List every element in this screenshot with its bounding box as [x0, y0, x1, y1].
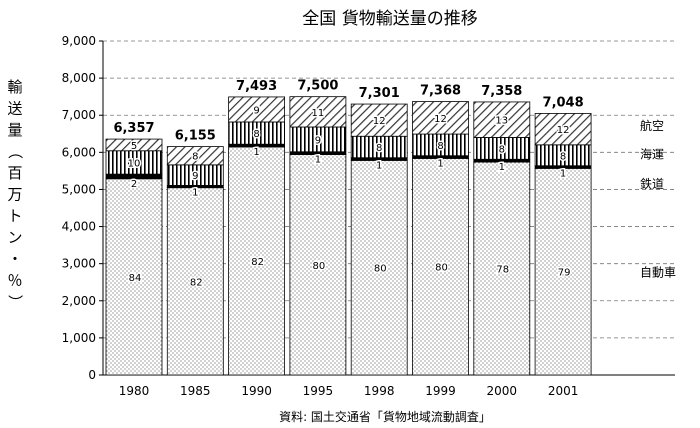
y-tick-label: 4,000	[62, 220, 96, 234]
bar-segment-航空-2001	[534, 113, 592, 146]
segment-label: 78	[496, 265, 509, 276]
y-tick-label: 8,000	[62, 71, 96, 85]
segment-label: 10	[128, 158, 141, 169]
segment-label: 1	[192, 188, 198, 199]
segment-label: 1	[376, 160, 382, 171]
segment-label: 82	[190, 277, 203, 288]
y-tick-label: 5,000	[62, 182, 96, 196]
bars: 8421056,357821986,155821897,4938019117,5…	[105, 79, 592, 376]
segment-label: 9	[253, 105, 259, 116]
x-tick-label: 1980	[119, 384, 150, 398]
legend-自動車: 自動車	[640, 266, 676, 280]
segment-label: 79	[558, 268, 571, 279]
bar-segment-航空-1999	[412, 101, 469, 135]
y-label-char: 百	[7, 164, 22, 182]
x-tick-label: 1990	[241, 384, 272, 398]
segment-label: 11	[312, 108, 325, 119]
bar-segment-航空-2000	[473, 101, 531, 138]
y-label-char: 輸	[7, 78, 22, 96]
segment-label: 8	[376, 143, 382, 154]
segment-label: 8	[560, 151, 566, 162]
source-note: 資料: 国土交通省「貨物地域流動調査」	[279, 409, 491, 424]
total-label: 6,357	[113, 121, 154, 136]
y-tick-label: 9,000	[62, 34, 96, 48]
y-label-char: ン	[7, 229, 22, 247]
y-axis-ticks: 0 1,000 2,000 3,000 4,000 5,000 6,000 7,000 8,00…	[62, 34, 96, 382]
y-label-char: ・	[7, 250, 22, 268]
bar-segment-自動車-1999	[412, 158, 469, 376]
segment-label: 13	[495, 116, 508, 127]
y-tick-label: 1,000	[62, 331, 96, 345]
y-tick-label: 6,000	[62, 145, 96, 159]
bar-segment-航空-1995	[289, 96, 347, 128]
y-label-char: 万	[7, 186, 22, 204]
total-label: 7,500	[297, 79, 338, 94]
x-axis-ticks: 1980 1985 1990 1995 1998 1999 2000 2001	[119, 384, 579, 398]
x-tick-label: 2001	[548, 384, 579, 398]
y-label-char: （	[6, 144, 24, 159]
total-label: 7,493	[236, 79, 277, 94]
bar-segment-自動車-2000	[473, 161, 531, 376]
y-label-char: ）	[6, 294, 24, 309]
segment-label: 12	[373, 116, 386, 127]
x-tick-label: 1999	[425, 384, 456, 398]
segment-label: 9	[315, 135, 321, 146]
segment-label: 1	[560, 168, 566, 179]
segment-label: 80	[313, 261, 326, 272]
segment-label: 82	[251, 257, 264, 268]
y-tick-label: 0	[88, 368, 96, 382]
segment-label: 8	[499, 144, 505, 155]
total-label: 7,368	[420, 84, 461, 99]
y-tick-label: 2,000	[62, 294, 96, 308]
bar-segment-自動車-2001	[534, 167, 592, 376]
legend-航空: 航空	[640, 118, 664, 133]
segment-label: 84	[129, 273, 142, 284]
legend-海運: 海運	[640, 146, 664, 161]
bar-segment-航空-1980	[105, 138, 163, 152]
segment-label: 5	[131, 141, 137, 152]
y-tick-label: 7,000	[62, 108, 96, 122]
total-label: 7,301	[359, 86, 400, 101]
segment-label: 1	[253, 147, 259, 158]
segment-label: 80	[435, 263, 448, 274]
y-label-char: 送	[7, 100, 22, 118]
bar-segment-自動車-1985	[166, 187, 224, 376]
total-label: 7,358	[481, 84, 522, 99]
total-label: 6,155	[175, 129, 216, 144]
segment-label: 1	[315, 155, 321, 166]
bar-segment-自動車-1990	[228, 146, 286, 376]
bar-segment-海運-1995	[289, 126, 347, 153]
segment-label: 12	[557, 125, 570, 136]
segment-label: 8	[437, 141, 443, 152]
bar-segment-航空-1998	[350, 103, 408, 137]
segment-label: 9	[192, 171, 198, 182]
segment-label: 1	[499, 162, 505, 173]
y-label-char: ト	[7, 207, 22, 225]
y-label-char: 量	[7, 121, 22, 139]
bar-segment-自動車-1998	[350, 159, 408, 376]
x-tick-label: 1985	[180, 384, 211, 398]
bar-segment-航空-1985	[166, 146, 224, 166]
y-tick-label: 3,000	[62, 257, 96, 271]
segment-label: 12	[434, 114, 447, 125]
bar-segment-航空-1990	[228, 96, 286, 123]
chart-title: 全国 貨物輸送量の推移	[302, 9, 477, 29]
segment-label: 8	[192, 152, 198, 163]
total-label: 7,048	[543, 95, 584, 110]
segment-label: 8	[253, 129, 259, 140]
legend-鉄道: 鉄道	[640, 176, 664, 191]
segment-label: 1	[437, 158, 443, 169]
x-tick-label: 1995	[303, 384, 334, 398]
x-tick-label: 2000	[487, 384, 518, 398]
bar-segment-自動車-1980	[105, 178, 163, 376]
segment-label: 2	[131, 179, 137, 190]
x-tick-label: 1998	[364, 384, 395, 398]
bar-segment-自動車-1995	[289, 154, 347, 376]
segment-label: 80	[374, 264, 387, 275]
y-label-char: ％	[7, 272, 22, 290]
